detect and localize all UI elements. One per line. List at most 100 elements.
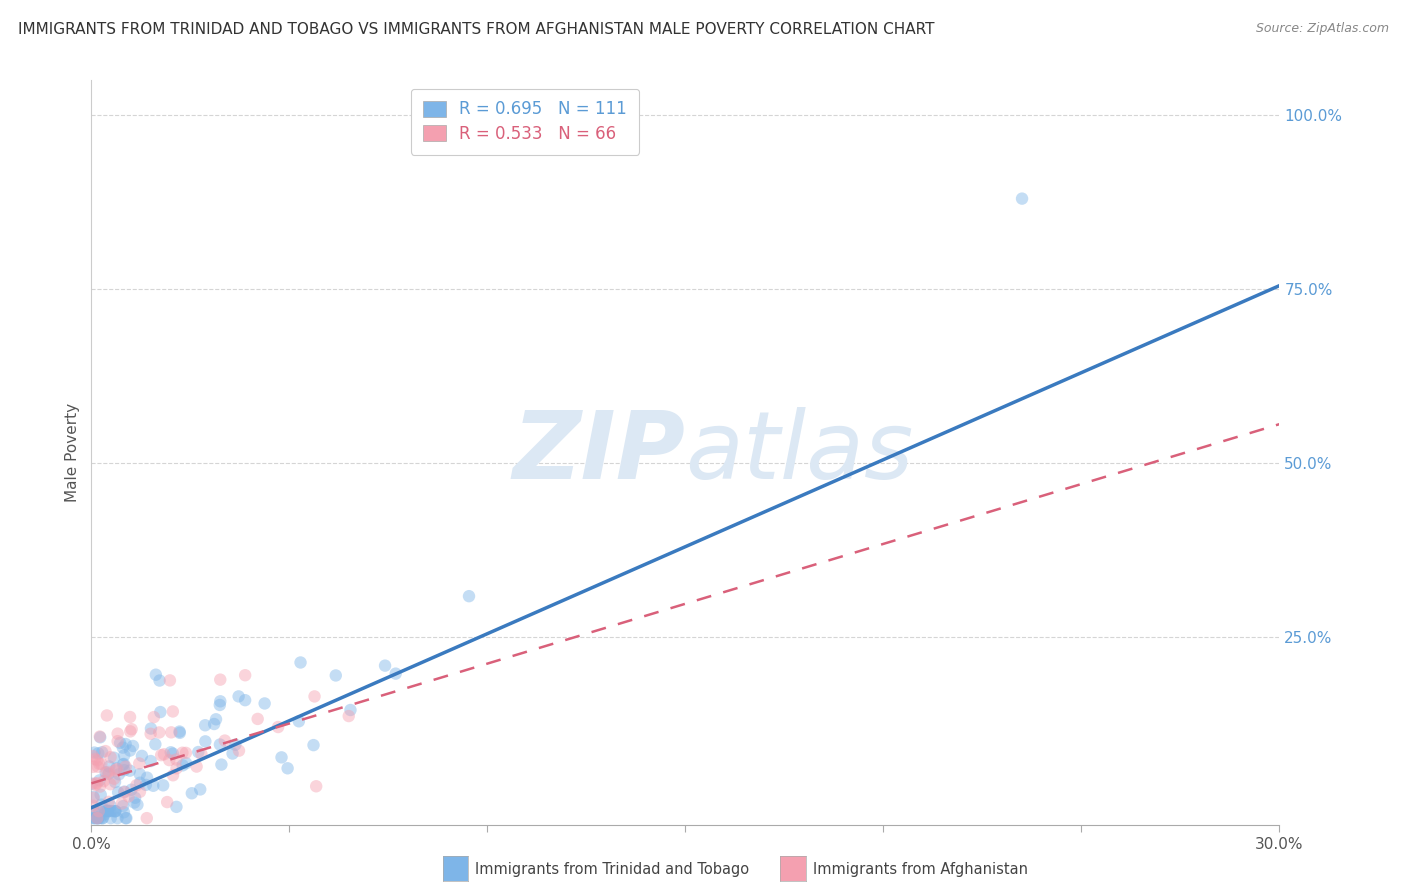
Point — [93, 807, 115, 822]
Point — [82, 789, 104, 804]
Point — [83, 811, 105, 825]
Point — [83, 804, 105, 818]
Point — [302, 738, 325, 752]
Point — [100, 798, 122, 813]
Point — [82, 749, 104, 764]
Point — [105, 761, 128, 775]
Point — [118, 710, 141, 724]
Point — [117, 789, 139, 804]
Point — [148, 673, 170, 688]
Point — [139, 727, 162, 741]
Point — [1011, 192, 1033, 206]
Point — [87, 811, 110, 825]
Point — [108, 736, 131, 750]
Point — [165, 752, 187, 766]
Point — [122, 796, 145, 810]
Point — [174, 756, 197, 771]
Point — [129, 776, 152, 790]
Point — [90, 797, 112, 812]
Point — [89, 804, 111, 818]
Point — [87, 747, 110, 761]
Point — [129, 785, 152, 799]
Legend: R = 0.695   N = 111, R = 0.533   N = 66: R = 0.695 N = 111, R = 0.533 N = 66 — [411, 88, 638, 154]
Point — [339, 703, 361, 717]
Point — [89, 756, 111, 771]
Point — [90, 756, 112, 771]
Point — [187, 745, 209, 759]
Point — [105, 762, 128, 776]
Point — [96, 804, 118, 818]
Point — [166, 761, 188, 775]
Point — [131, 748, 153, 763]
Point — [172, 746, 194, 760]
Point — [86, 811, 108, 825]
Point — [107, 726, 129, 740]
Point — [84, 778, 107, 792]
Point — [104, 804, 127, 818]
Point — [194, 718, 217, 732]
Point — [233, 668, 256, 682]
Point — [304, 690, 326, 704]
Point — [112, 799, 135, 814]
Point — [97, 804, 120, 818]
Point — [94, 765, 117, 780]
Point — [325, 668, 347, 682]
Point — [82, 804, 104, 818]
Point — [122, 739, 145, 753]
Point — [305, 779, 328, 793]
Point — [208, 698, 231, 712]
Point — [83, 811, 105, 825]
Point — [156, 795, 179, 809]
Point — [228, 690, 250, 704]
Point — [145, 667, 167, 681]
Point — [97, 804, 120, 818]
Point — [202, 717, 225, 731]
Point — [93, 774, 115, 789]
Point — [96, 708, 118, 723]
Point — [127, 797, 149, 812]
Point — [80, 777, 103, 791]
Point — [83, 746, 105, 760]
Point — [118, 764, 141, 778]
Point — [135, 811, 157, 825]
Point — [107, 785, 129, 799]
Point — [104, 804, 127, 818]
Point — [228, 744, 250, 758]
Point — [290, 656, 312, 670]
Point — [128, 767, 150, 781]
Point — [101, 804, 124, 818]
Point — [112, 748, 135, 763]
Point — [149, 705, 172, 719]
Point — [135, 778, 157, 792]
Point — [112, 784, 135, 798]
Point — [162, 768, 184, 782]
Point — [86, 753, 108, 767]
Point — [104, 804, 127, 818]
Point — [142, 710, 165, 724]
Point — [98, 804, 121, 818]
Point — [82, 798, 104, 813]
Point — [159, 745, 181, 759]
Point — [214, 733, 236, 747]
Point — [162, 705, 184, 719]
Point — [100, 750, 122, 764]
Point — [89, 773, 111, 788]
Point — [94, 744, 117, 758]
Point — [87, 760, 110, 774]
Point — [120, 743, 142, 757]
Point — [87, 811, 110, 825]
Point — [84, 752, 107, 766]
Point — [169, 724, 191, 739]
Point — [104, 775, 127, 789]
Point — [121, 723, 143, 737]
Point — [136, 771, 159, 785]
Point — [91, 745, 114, 759]
Point — [86, 811, 108, 825]
Point — [153, 747, 176, 762]
Y-axis label: Male Poverty: Male Poverty — [65, 403, 80, 502]
Point — [98, 759, 121, 773]
Text: Immigrants from Trinidad and Tobago: Immigrants from Trinidad and Tobago — [475, 863, 749, 877]
Point — [190, 747, 212, 761]
Point — [125, 778, 148, 792]
Point — [162, 747, 184, 761]
